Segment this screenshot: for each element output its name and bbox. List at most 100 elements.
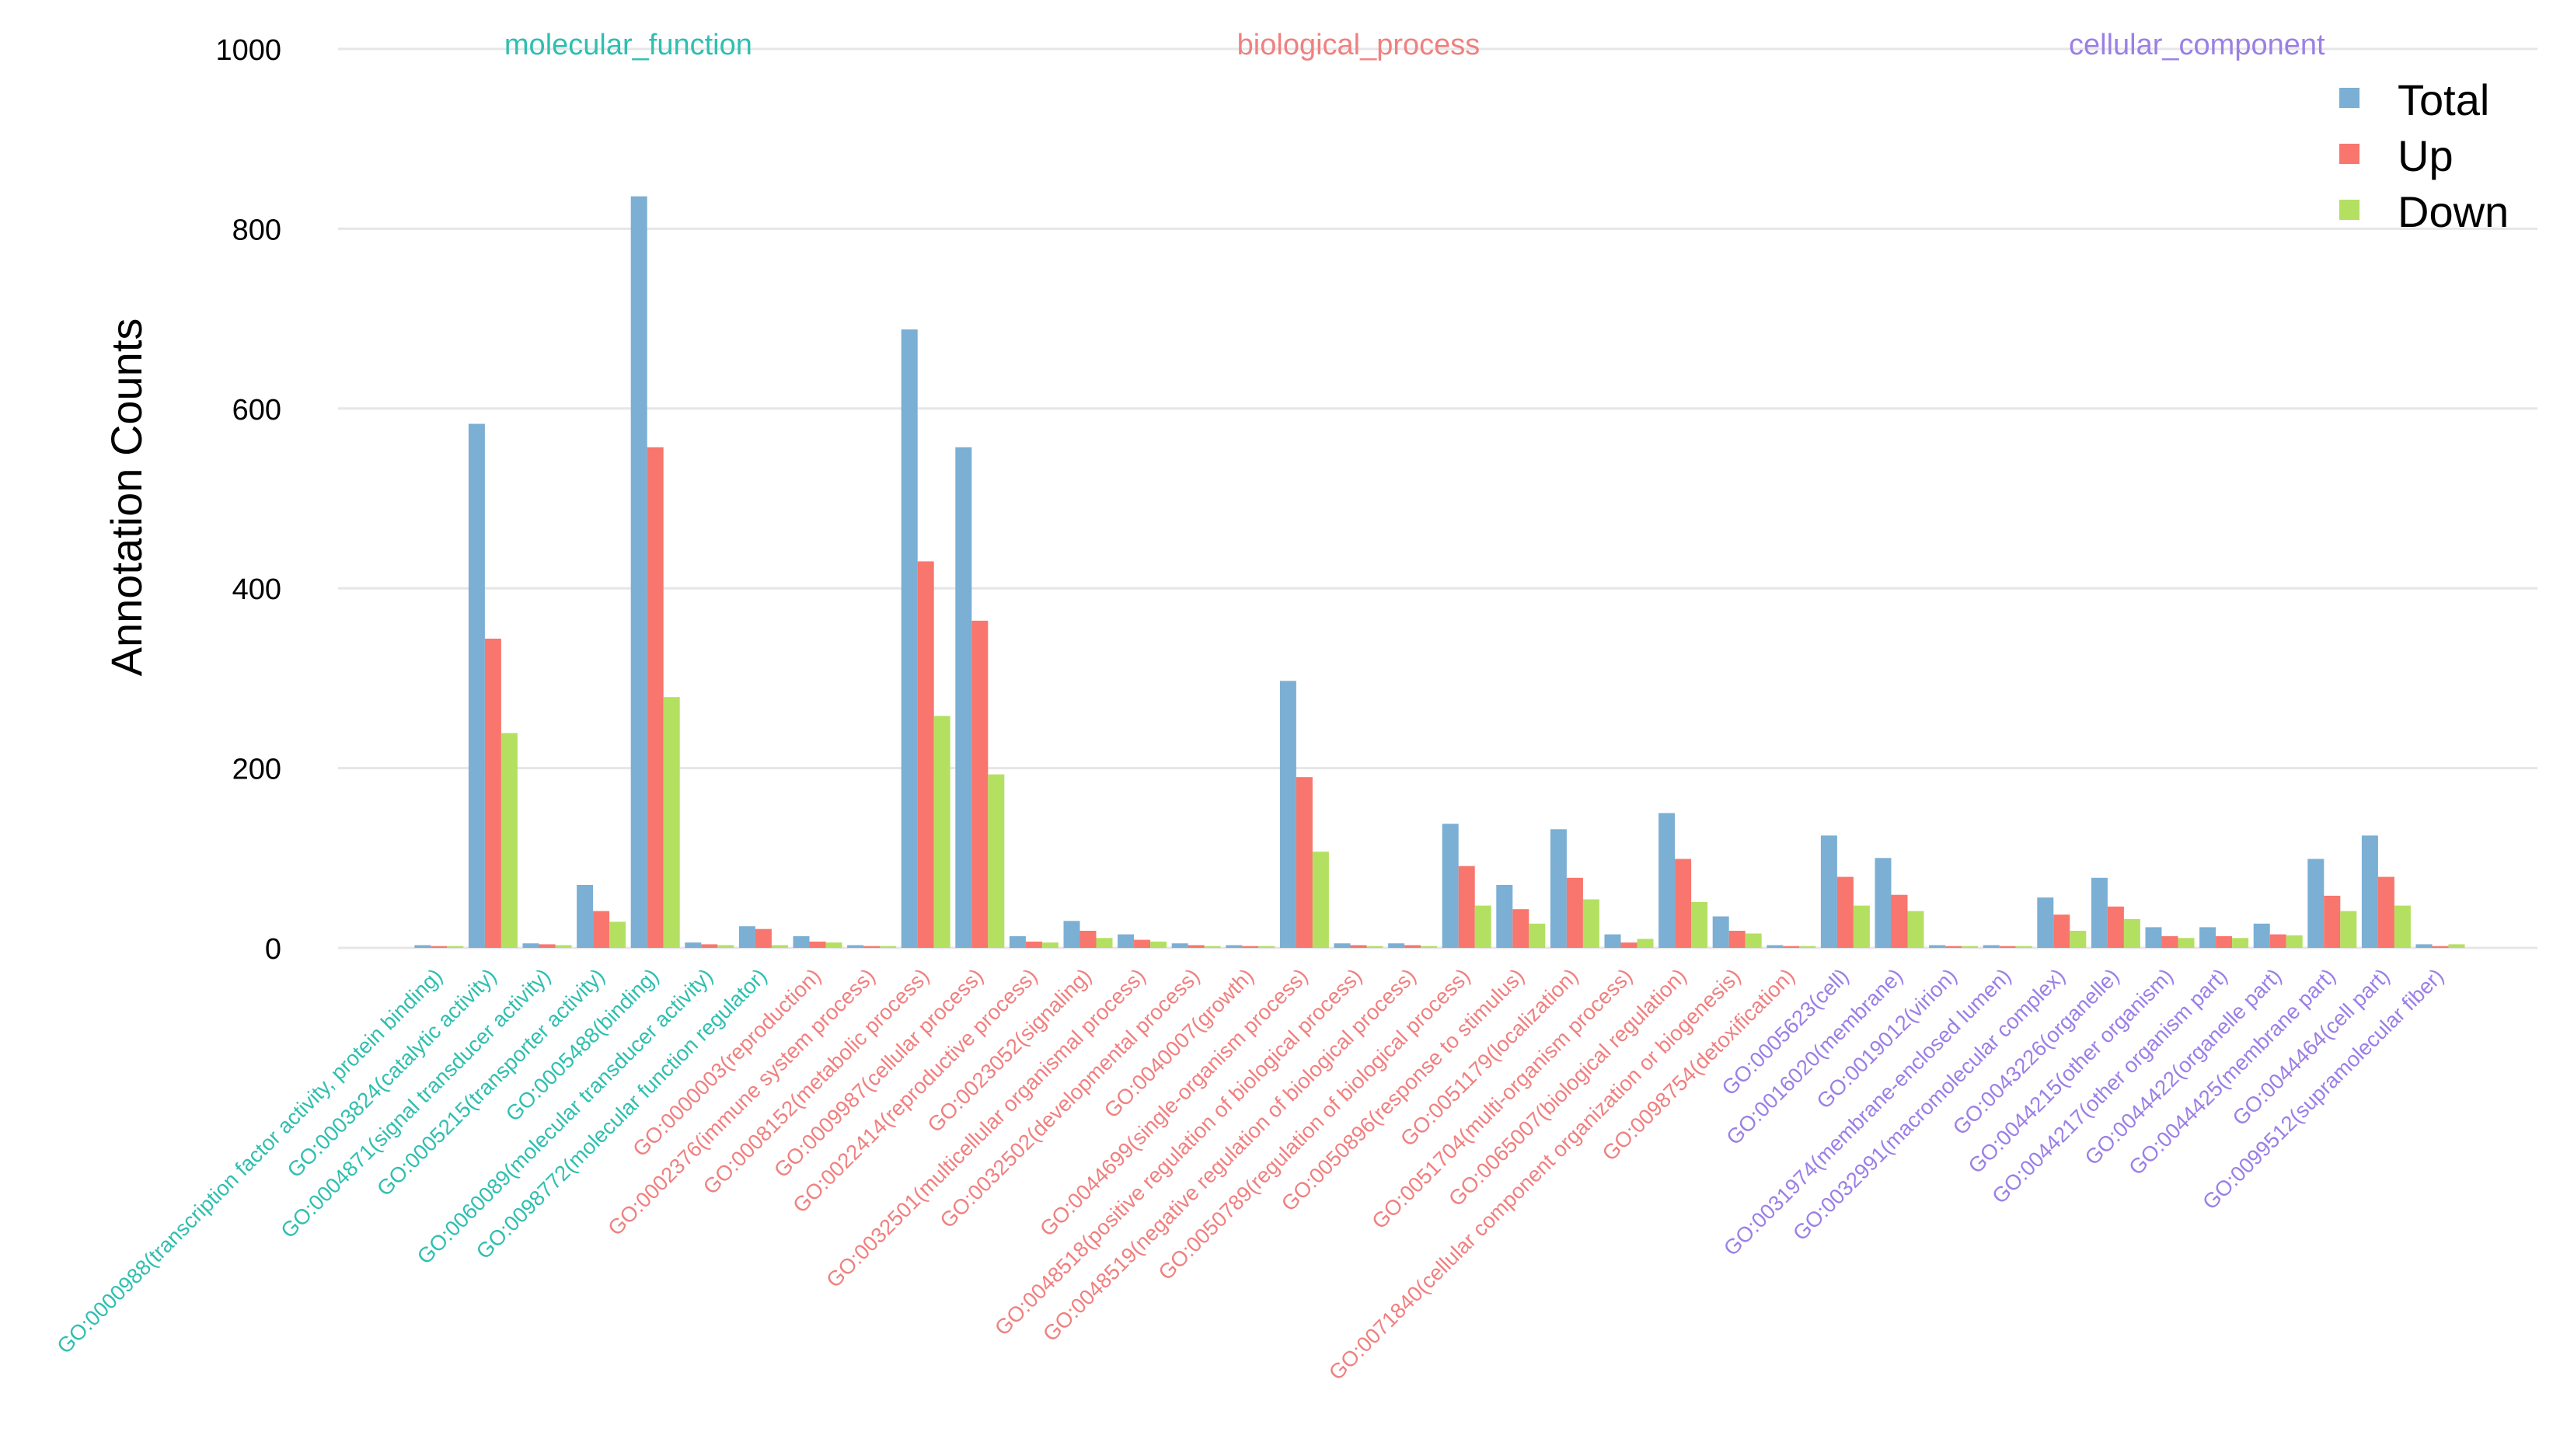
- bar-down: [555, 945, 572, 948]
- legend: Total Up Down: [2339, 75, 2509, 236]
- bar-up: [1512, 909, 1529, 948]
- bar-up: [1675, 859, 1692, 948]
- bar-total: [468, 423, 485, 948]
- bar-down: [1962, 946, 1979, 948]
- bar-total: [955, 447, 972, 948]
- bar-total: [2307, 859, 2325, 948]
- bar-total: [1388, 943, 1405, 948]
- bar-down: [609, 921, 626, 948]
- bar-total: [1983, 945, 2000, 948]
- bar-up: [1296, 777, 1313, 948]
- bar-up: [2161, 936, 2178, 948]
- y-tick-label: 400: [232, 573, 281, 606]
- bar-total: [1820, 835, 1837, 948]
- bar-up: [1025, 941, 1042, 948]
- bar-down: [2286, 935, 2303, 948]
- bar-total: [1171, 943, 1188, 948]
- bar-down: [1041, 942, 1059, 948]
- bar-up: [1079, 931, 1097, 948]
- bar-total: [2145, 927, 2162, 948]
- bar-up: [1620, 942, 1637, 948]
- bar-down: [1529, 923, 1546, 948]
- bar-up: [1350, 945, 1367, 948]
- bar-total: [1442, 824, 1459, 948]
- bar-total: [1875, 858, 1892, 948]
- bar-total: [1712, 916, 1729, 948]
- bar-up: [1566, 877, 1583, 948]
- bar-up: [755, 928, 772, 948]
- bar-total: [414, 945, 431, 948]
- bar-down: [1421, 946, 1438, 948]
- category-group-labels: molecular_function biological_process cell…: [504, 29, 2325, 61]
- bar-down: [1582, 899, 1599, 948]
- bar-down: [1366, 946, 1383, 948]
- x-tick-label: GO:0003824(catalytic activity): [282, 963, 500, 1182]
- bar-up: [2432, 946, 2449, 948]
- y-tick-label: 0: [265, 933, 281, 966]
- bar-total: [2091, 877, 2108, 948]
- legend-swatch-total: [2339, 88, 2359, 108]
- bar-up: [2377, 876, 2394, 948]
- bar-up: [1728, 931, 1746, 948]
- bar-total: [1118, 934, 1135, 948]
- bar-up: [1999, 946, 2016, 948]
- bar-down: [2178, 938, 2195, 948]
- bar-total: [577, 885, 594, 948]
- bar-total: [1226, 945, 1243, 948]
- bar-total: [1334, 943, 1351, 948]
- bar-down: [2340, 911, 2357, 948]
- legend-label-up: Up: [2398, 131, 2454, 180]
- bar-down: [2448, 944, 2465, 948]
- bar-up: [593, 911, 610, 948]
- bar-down: [2394, 905, 2411, 948]
- y-tick-label: 800: [232, 214, 281, 246]
- bar-down: [1853, 905, 1870, 948]
- bar-total: [2199, 927, 2216, 948]
- bar-up: [2107, 906, 2124, 948]
- bar-down: [1907, 911, 1924, 948]
- bar-total: [901, 329, 918, 948]
- bar-up: [484, 639, 501, 948]
- bar-total: [1279, 681, 1296, 948]
- y-tick-label: 1000: [215, 34, 281, 67]
- bar-down: [2232, 938, 2249, 948]
- bar-down: [880, 946, 897, 948]
- group-label-cellular-component: cellular_component: [2069, 29, 2325, 61]
- bar-up: [2216, 936, 2233, 948]
- bar-total: [1929, 945, 1946, 948]
- group-label-biological-process: biological_process: [1237, 29, 1481, 61]
- bar-down: [447, 946, 464, 948]
- bar-down: [2015, 946, 2032, 948]
- bar-total: [738, 926, 755, 948]
- bar-down: [1474, 905, 1491, 948]
- bar-up: [809, 941, 826, 948]
- bar-total: [685, 942, 702, 948]
- bar-down: [717, 945, 734, 948]
- bar-down: [1150, 941, 1167, 948]
- bar-up: [1242, 946, 1259, 948]
- bar-up: [431, 946, 448, 948]
- bar-total: [1767, 945, 1784, 948]
- bar-down: [933, 716, 950, 948]
- bar-up: [971, 620, 989, 948]
- bar-total: [2253, 923, 2270, 948]
- x-tick-label: GO:0000988(transcription factor activity…: [52, 963, 447, 1358]
- bar-down: [1312, 852, 1329, 948]
- bar-down: [1637, 939, 1654, 948]
- x-axis-category-labels: GO:0000988(transcription factor activity…: [52, 963, 2448, 1385]
- bar-total: [522, 943, 539, 948]
- bar-up: [1404, 945, 1421, 948]
- bar-total: [1496, 885, 1513, 948]
- bar-up: [539, 944, 556, 948]
- bar-up: [647, 447, 664, 948]
- bar-total: [1550, 829, 1567, 948]
- bar-down: [988, 774, 1005, 948]
- bar-total: [1063, 921, 1080, 948]
- bar-down: [1096, 938, 1113, 948]
- bar-up: [1836, 876, 1854, 948]
- bar-up: [1945, 946, 1962, 948]
- y-tick-label: 600: [232, 394, 281, 427]
- bar-down: [1258, 946, 1275, 948]
- bar-total: [1658, 813, 1676, 948]
